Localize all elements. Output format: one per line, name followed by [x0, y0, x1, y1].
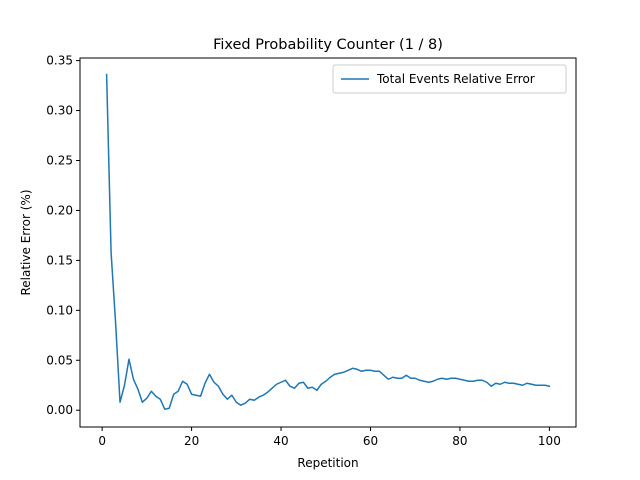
y-tick-label: 0.10	[46, 303, 73, 317]
y-tick-label: 0.25	[46, 153, 73, 167]
y-axis-label: Relative Error (%)	[19, 189, 33, 295]
legend: Total Events Relative Error	[332, 64, 567, 94]
axes-frame	[79, 57, 577, 428]
y-tick-label: 0.35	[46, 54, 73, 68]
x-tick-label: 40	[273, 434, 288, 448]
y-tick-label: 0.15	[46, 253, 73, 267]
y-tick-label: 0.20	[46, 203, 73, 217]
x-tick-label: 60	[363, 434, 378, 448]
series-line-total-events-relative-error	[105, 73, 551, 410]
x-tick-label: 80	[452, 434, 467, 448]
y-tick-label: 0.00	[46, 403, 73, 417]
legend-label-total-events-relative-error: Total Events Relative Error	[376, 72, 535, 86]
x-tick-label: 0	[98, 434, 106, 448]
y-tick-label: 0.05	[46, 353, 73, 367]
legend-box	[332, 64, 567, 94]
plot-area	[79, 57, 577, 428]
y-axis: 0.00 0.05 0.10 0.15 0.20 0.25 0.30 0.35	[46, 54, 80, 417]
x-tick-label: 20	[184, 434, 199, 448]
series-layer	[105, 73, 551, 410]
chart-title: Fixed Probability Counter (1 / 8)	[213, 37, 443, 53]
x-axis: 0 20 40 60 80 100	[98, 427, 561, 448]
x-axis-label: Repetition	[297, 456, 358, 470]
y-tick-label: 0.30	[46, 104, 73, 118]
x-tick-label: 100	[538, 434, 561, 448]
